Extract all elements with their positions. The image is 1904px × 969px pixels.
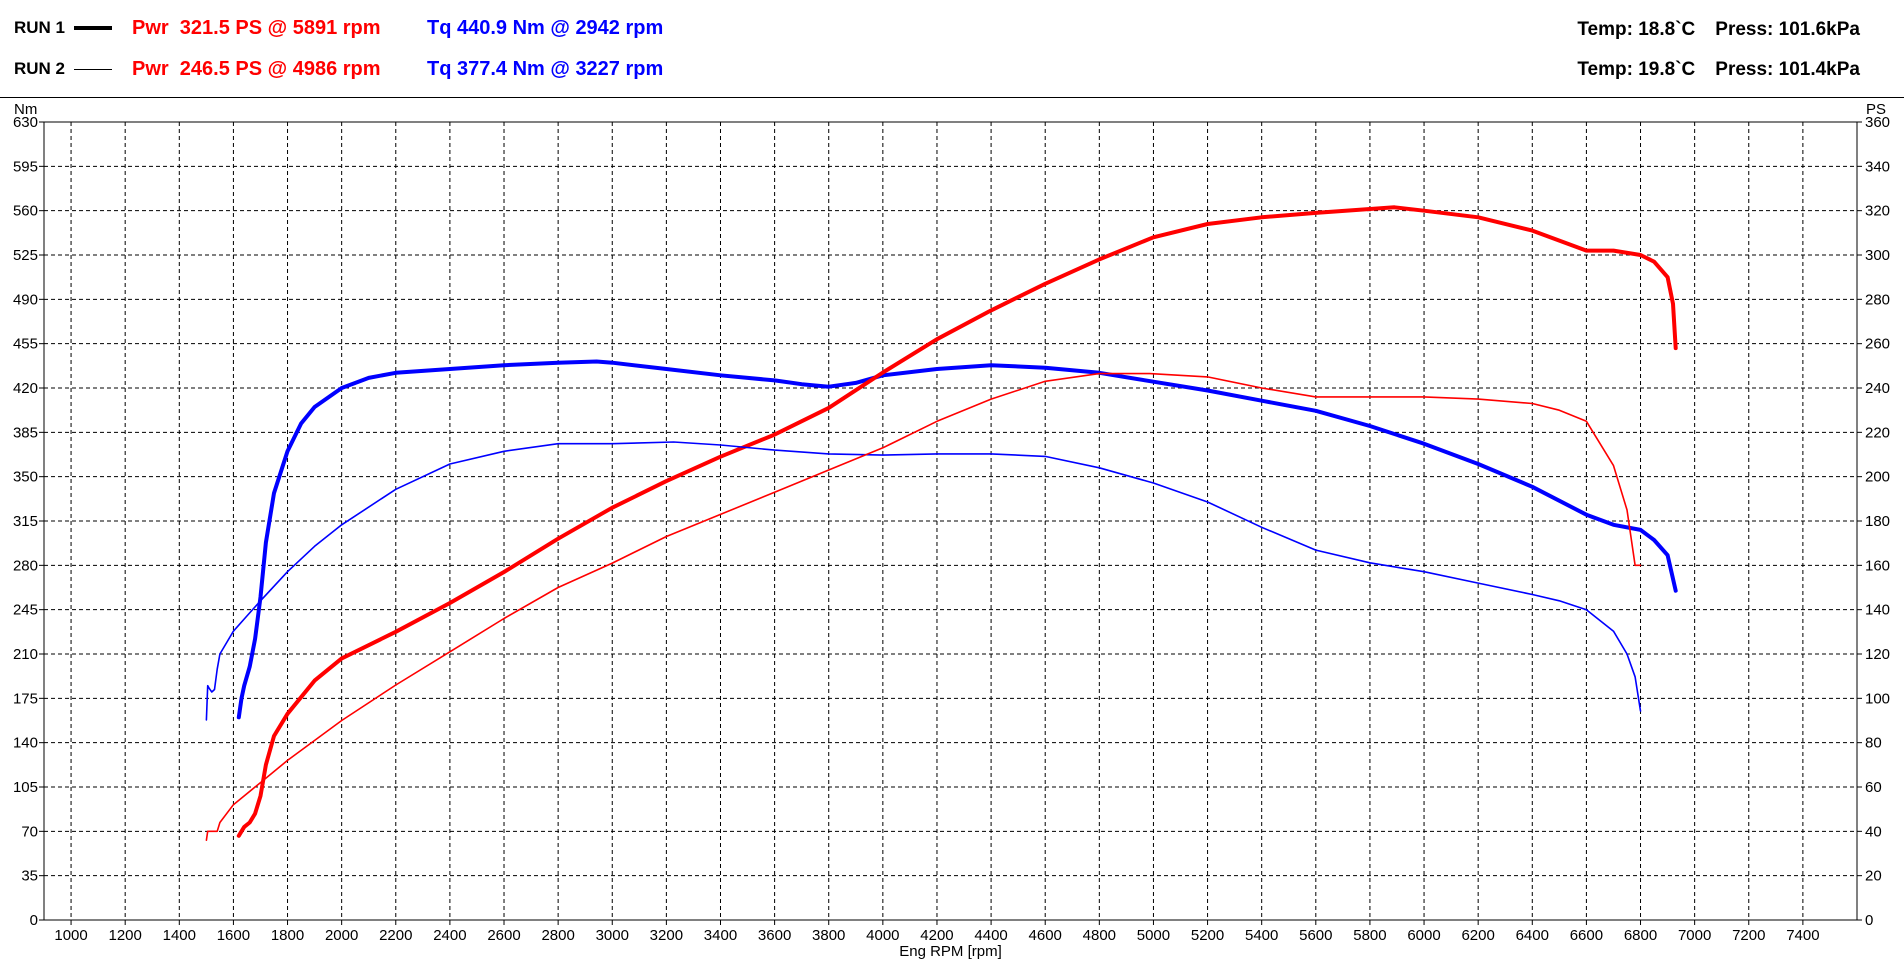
x-tick-label: 4000 [866, 927, 899, 944]
y-tick-label-left: 350 [13, 469, 38, 486]
y-tick-label-left: 245 [13, 602, 38, 619]
y-tick-label-left: 595 [13, 158, 38, 175]
curves [205, 205, 1678, 842]
y-tick-label-right: 0 [1865, 912, 1873, 929]
dyno-chart: 1000 1200 1400 1600 1800 2000 2200 2400 2600 2800… [13, 101, 1890, 960]
y-tick-label-left: 70 [21, 823, 38, 840]
y-tick-label-right: 300 [1865, 247, 1890, 264]
x-tick-label: 3200 [650, 927, 683, 944]
y-tick-label-right: 240 [1865, 380, 1890, 397]
run-2-power-curve [205, 372, 1642, 842]
run-1-torque-summary: Tq 440.9 Nm @ 2942 rpm [427, 16, 664, 39]
x-tick-label: 7400 [1786, 927, 1819, 944]
run-2-label: RUN 2 [14, 59, 66, 78]
x-tick-label: 6200 [1461, 927, 1494, 944]
y-tick-label-left: 630 [13, 114, 38, 131]
run-2-torque-curve [205, 441, 1642, 721]
x-tick-label: 2200 [379, 927, 412, 944]
x-tick-label: 1200 [108, 927, 141, 944]
y-tick-label-right: 220 [1865, 424, 1890, 441]
x-tick-label: 3400 [704, 927, 737, 944]
x-tick-label: 7000 [1678, 927, 1711, 944]
run-2-line-sample [74, 68, 112, 70]
grid-lines [44, 122, 1857, 920]
y-tick-label-left: 280 [13, 557, 38, 574]
y-tick-label-left: 490 [13, 291, 38, 308]
y-tick-label-right: 340 [1865, 158, 1890, 175]
y-tick-label-right: 100 [1865, 690, 1890, 707]
axis-ticks: 1000 1200 1400 1600 1800 2000 2200 2400 2600 2800… [13, 114, 1890, 944]
y-tick-label-left: 315 [13, 513, 38, 530]
y-tick-label-left: 525 [13, 247, 38, 264]
run-1-label: RUN 1 [14, 18, 66, 37]
x-tick-label: 3800 [812, 927, 845, 944]
x-tick-label: 6600 [1570, 927, 1603, 944]
run-2-pressure: Press: 101.4kPa [1715, 59, 1860, 80]
run-1-torque-curve [236, 359, 1678, 720]
y-tick-label-right: 360 [1865, 114, 1890, 131]
y-tick-label-right: 160 [1865, 557, 1890, 574]
y-tick-label-right: 140 [1865, 602, 1890, 619]
y-tick-label-left: 140 [13, 735, 38, 752]
y-tick-label-left: 105 [13, 779, 38, 796]
x-tick-label: 1600 [217, 927, 250, 944]
x-tick-label: 5600 [1299, 927, 1332, 944]
x-tick-label: 1800 [271, 927, 304, 944]
y-tick-label-right: 120 [1865, 646, 1890, 663]
y-axis-label-right: PS [1866, 101, 1886, 118]
y-tick-label-right: 80 [1865, 735, 1882, 752]
x-tick-label: 2800 [541, 927, 574, 944]
run-2-power-summary: Pwr 246.5 PS @ 4986 rpm [132, 57, 381, 80]
y-tick-label-right: 280 [1865, 291, 1890, 308]
run-1-line-sample [74, 26, 112, 30]
run-1-power-curve [236, 205, 1678, 838]
x-tick-label: 2400 [433, 927, 466, 944]
x-tick-label: 5000 [1137, 927, 1170, 944]
x-tick-label: 4400 [974, 927, 1007, 944]
x-tick-label: 7200 [1732, 927, 1765, 944]
y-tick-label-left: 455 [13, 336, 38, 353]
x-tick-label: 2600 [487, 927, 520, 944]
y-tick-label-left: 385 [13, 424, 38, 441]
y-tick-label-right: 40 [1865, 823, 1882, 840]
y-tick-label-right: 200 [1865, 469, 1890, 486]
y-tick-label-left: 560 [13, 203, 38, 220]
run-2-ambient: Temp: 19.8`C Press: 101.4kPa [1557, 55, 1860, 85]
y-tick-label-left: 420 [13, 380, 38, 397]
y-tick-label-left: 175 [13, 690, 38, 707]
x-tick-label: 6400 [1516, 927, 1549, 944]
x-tick-label: 3000 [596, 927, 629, 944]
run-2-legend: RUN 2 Pwr 246.5 PS @ 4986 rpm Tq 377.4 N… [14, 54, 663, 84]
run-2-temperature: Temp: 19.8`C [1577, 59, 1696, 80]
x-tick-label: 4800 [1083, 927, 1116, 944]
x-tick-label: 6000 [1407, 927, 1440, 944]
y-axis-label-left: Nm [14, 101, 37, 118]
x-tick-label: 4200 [920, 927, 953, 944]
x-tick-label: 4600 [1029, 927, 1062, 944]
x-tick-label: 6800 [1624, 927, 1657, 944]
run-2-torque-summary: Tq 377.4 Nm @ 3227 rpm [427, 57, 664, 80]
x-tick-label: 5400 [1245, 927, 1278, 944]
run-1-pressure: Press: 101.6kPa [1715, 19, 1860, 40]
run-1-power-summary: Pwr 321.5 PS @ 5891 rpm [132, 16, 381, 39]
x-tick-label: 2000 [325, 927, 358, 944]
x-tick-label: 1400 [163, 927, 196, 944]
x-tick-label: 5800 [1353, 927, 1386, 944]
y-tick-label-right: 60 [1865, 779, 1882, 796]
run-1-legend: RUN 1 Pwr 321.5 PS @ 5891 rpm Tq 440.9 N… [14, 13, 663, 43]
y-tick-label-left: 35 [21, 868, 38, 885]
chart-header: RUN 1 Pwr 321.5 PS @ 5891 rpm Tq 440.9 N… [0, 0, 1904, 98]
y-tick-label-right: 180 [1865, 513, 1890, 530]
x-tick-label: 3600 [758, 927, 791, 944]
y-tick-label-right: 320 [1865, 203, 1890, 220]
run-1-ambient: Temp: 18.8`C Press: 101.6kPa [1557, 15, 1860, 45]
y-tick-label-right: 20 [1865, 868, 1882, 885]
y-tick-label-left: 210 [13, 646, 38, 663]
x-tick-label: 1000 [54, 927, 87, 944]
run-1-temperature: Temp: 18.8`C [1577, 19, 1696, 40]
x-axis-label: Eng RPM [rpm] [899, 943, 1002, 960]
y-tick-label-left: 0 [30, 912, 38, 929]
x-tick-label: 5200 [1191, 927, 1224, 944]
y-tick-label-right: 260 [1865, 336, 1890, 353]
